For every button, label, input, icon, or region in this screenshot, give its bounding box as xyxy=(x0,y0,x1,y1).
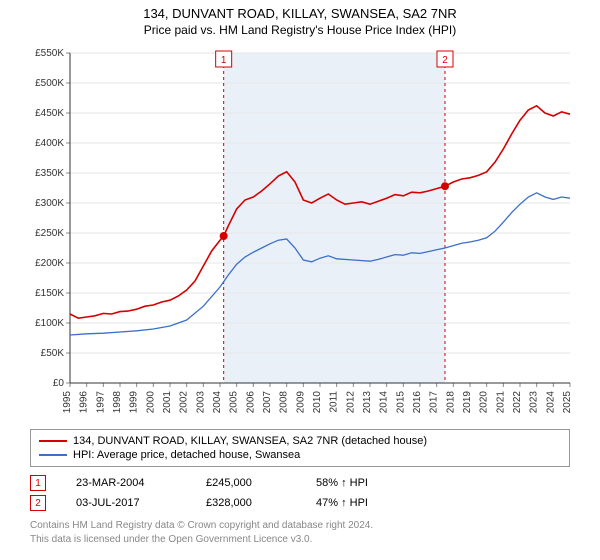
svg-text:1996: 1996 xyxy=(79,391,90,414)
svg-text:2012: 2012 xyxy=(345,391,356,414)
svg-text:2016: 2016 xyxy=(412,391,423,414)
svg-text:2008: 2008 xyxy=(279,391,290,414)
svg-text:£0: £0 xyxy=(53,378,65,389)
event-date: 03-JUL-2017 xyxy=(76,497,176,509)
svg-text:2017: 2017 xyxy=(429,391,440,414)
svg-text:2014: 2014 xyxy=(379,391,390,414)
svg-text:2005: 2005 xyxy=(229,391,240,414)
footer: Contains HM Land Registry data © Crown c… xyxy=(30,519,570,546)
legend-swatch xyxy=(39,454,67,456)
svg-text:2025: 2025 xyxy=(562,391,573,414)
event-row: 1 23-MAR-2004 £245,000 58% ↑ HPI xyxy=(30,473,570,493)
svg-text:2022: 2022 xyxy=(512,391,523,414)
svg-text:1: 1 xyxy=(221,55,227,66)
svg-text:£400K: £400K xyxy=(35,138,64,149)
event-marker-icon: 1 xyxy=(30,475,46,491)
svg-text:2010: 2010 xyxy=(312,391,323,414)
svg-text:2001: 2001 xyxy=(162,391,173,414)
svg-text:2013: 2013 xyxy=(362,391,373,414)
event-date: 23-MAR-2004 xyxy=(76,477,176,489)
svg-text:2021: 2021 xyxy=(495,391,506,414)
legend-item: HPI: Average price, detached house, Swan… xyxy=(39,448,561,462)
legend-item: 134, DUNVANT ROAD, KILLAY, SWANSEA, SA2 … xyxy=(39,434,561,448)
event-price: £245,000 xyxy=(206,477,286,489)
footer-line: This data is licensed under the Open Gov… xyxy=(30,533,570,547)
svg-text:£100K: £100K xyxy=(35,318,64,329)
svg-text:£350K: £350K xyxy=(35,168,64,179)
footer-line: Contains HM Land Registry data © Crown c… xyxy=(30,519,570,533)
svg-text:2007: 2007 xyxy=(262,391,273,414)
svg-text:2: 2 xyxy=(442,55,448,66)
event-row: 2 03-JUL-2017 £328,000 47% ↑ HPI xyxy=(30,493,570,513)
event-delta: 47% ↑ HPI xyxy=(316,497,368,509)
svg-text:2006: 2006 xyxy=(245,391,256,414)
svg-text:2015: 2015 xyxy=(395,391,406,414)
svg-text:£200K: £200K xyxy=(35,258,64,269)
page-title: 134, DUNVANT ROAD, KILLAY, SWANSEA, SA2 … xyxy=(143,6,457,21)
price-chart: £0 £50K £100K £150K £200K £250K £300K £350K £400… xyxy=(20,43,580,423)
svg-text:2000: 2000 xyxy=(145,391,156,414)
svg-text:£300K: £300K xyxy=(35,198,64,209)
svg-text:2002: 2002 xyxy=(179,391,190,414)
svg-text:£150K: £150K xyxy=(35,288,64,299)
svg-text:2009: 2009 xyxy=(295,391,306,414)
svg-text:1995: 1995 xyxy=(62,391,73,414)
event-marker-icon: 2 xyxy=(30,495,46,511)
svg-text:£500K: £500K xyxy=(35,78,64,89)
events-table: 1 23-MAR-2004 £245,000 58% ↑ HPI 2 03-JU… xyxy=(30,473,570,513)
svg-text:1999: 1999 xyxy=(129,391,140,414)
legend-label: 134, DUNVANT ROAD, KILLAY, SWANSEA, SA2 … xyxy=(73,435,427,447)
svg-text:1997: 1997 xyxy=(95,391,106,414)
svg-text:2023: 2023 xyxy=(529,391,540,414)
svg-text:2004: 2004 xyxy=(212,391,223,414)
page-subtitle: Price paid vs. HM Land Registry's House … xyxy=(144,23,456,37)
svg-text:1998: 1998 xyxy=(112,391,123,414)
svg-text:£250K: £250K xyxy=(35,228,64,239)
event-price: £328,000 xyxy=(206,497,286,509)
svg-text:£50K: £50K xyxy=(41,348,65,359)
svg-text:2003: 2003 xyxy=(195,391,206,414)
legend-label: HPI: Average price, detached house, Swan… xyxy=(73,449,300,461)
svg-text:2019: 2019 xyxy=(462,391,473,414)
svg-text:2018: 2018 xyxy=(445,391,456,414)
svg-text:2011: 2011 xyxy=(329,391,340,413)
legend-swatch xyxy=(39,440,67,442)
event-delta: 58% ↑ HPI xyxy=(316,477,368,489)
svg-text:2020: 2020 xyxy=(479,391,490,414)
svg-text:2024: 2024 xyxy=(545,391,556,414)
svg-text:£550K: £550K xyxy=(35,48,64,59)
legend: 134, DUNVANT ROAD, KILLAY, SWANSEA, SA2 … xyxy=(30,429,570,467)
svg-text:£450K: £450K xyxy=(35,108,64,119)
